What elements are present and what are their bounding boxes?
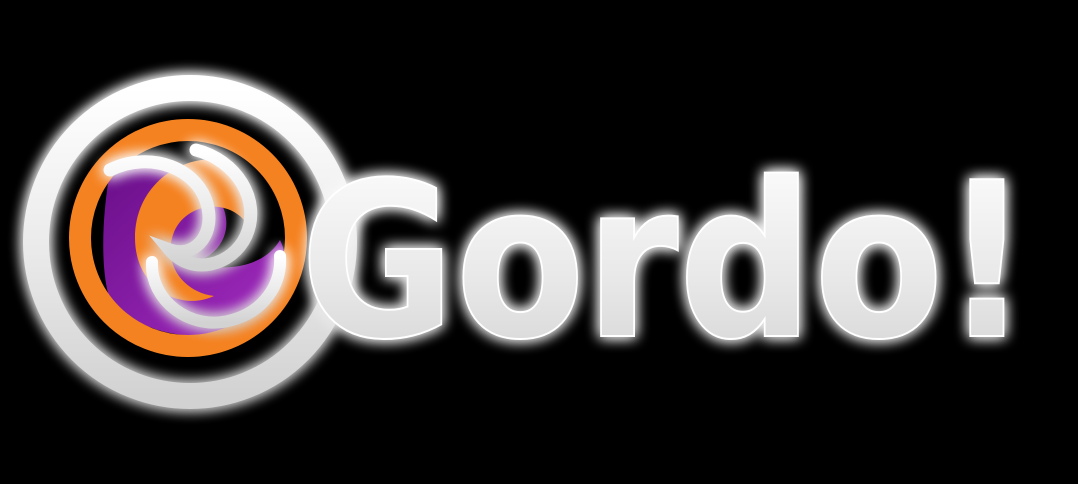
wordmark: Gordo! (300, 136, 1030, 387)
orange-ring (69, 119, 307, 357)
white-outer-ring (23, 75, 357, 409)
white-swirl (103, 143, 258, 272)
white-swirl-lower (145, 250, 287, 329)
orange-swirl (135, 159, 248, 301)
swirl-emblem-icon (23, 75, 357, 409)
